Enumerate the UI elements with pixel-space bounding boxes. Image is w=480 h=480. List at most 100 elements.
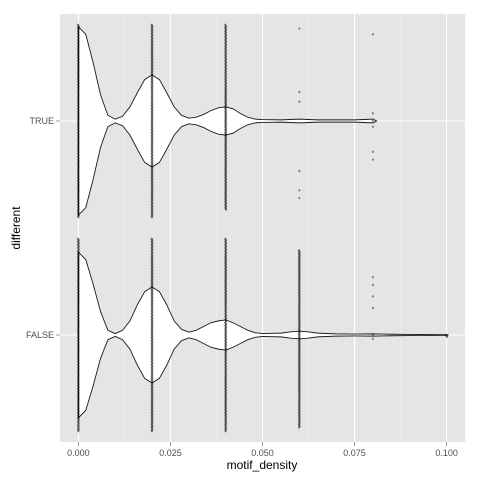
data-point xyxy=(297,369,301,372)
data-point xyxy=(76,330,80,333)
data-point xyxy=(150,295,154,298)
data-point xyxy=(151,43,154,46)
data-point xyxy=(150,170,153,173)
data-point xyxy=(298,341,301,344)
data-point xyxy=(77,352,80,355)
data-point xyxy=(76,161,80,164)
data-point xyxy=(224,303,227,306)
data-point xyxy=(150,297,153,300)
data-point xyxy=(151,380,154,383)
data-point xyxy=(297,291,301,294)
data-point xyxy=(151,362,154,365)
data-point xyxy=(151,269,154,272)
data-point xyxy=(150,349,154,352)
data-point xyxy=(76,417,80,420)
data-point xyxy=(224,381,227,384)
data-point xyxy=(76,255,80,258)
data-point xyxy=(77,298,80,301)
data-point xyxy=(77,82,80,85)
data-point xyxy=(77,87,80,90)
axes: 0.000 0.025 0.050 0.075 0.100 TRUE FALSE xyxy=(26,116,458,458)
data-point xyxy=(224,142,228,145)
data-point xyxy=(77,183,80,186)
data-point xyxy=(224,201,227,204)
data-point xyxy=(298,326,301,329)
data-point xyxy=(224,108,227,111)
data-point xyxy=(298,287,301,290)
data-point xyxy=(76,243,80,246)
data-point xyxy=(77,145,80,148)
data-point xyxy=(151,82,154,85)
data-point xyxy=(77,337,80,340)
data-point xyxy=(150,66,154,69)
data-point xyxy=(224,140,227,143)
data-point xyxy=(224,285,227,288)
data-point xyxy=(76,357,80,360)
data-point xyxy=(298,406,301,409)
data-point xyxy=(224,425,228,428)
data-point xyxy=(150,421,154,424)
data-point xyxy=(150,216,154,219)
data-point xyxy=(77,201,80,204)
data-point xyxy=(150,114,154,117)
data-point xyxy=(224,388,227,391)
data-point xyxy=(77,253,80,256)
data-point xyxy=(151,302,154,305)
data-point xyxy=(76,390,80,393)
data-point xyxy=(150,364,154,367)
data-point xyxy=(150,420,153,423)
data-point xyxy=(150,101,153,104)
data-point xyxy=(77,386,80,389)
data-point xyxy=(298,382,301,385)
data-point xyxy=(150,212,153,215)
data-point xyxy=(224,147,227,150)
data-point xyxy=(224,196,228,199)
data-point xyxy=(297,375,301,378)
data-point xyxy=(77,266,80,269)
data-point xyxy=(224,363,227,366)
data-point xyxy=(77,347,80,350)
data-point xyxy=(151,350,154,353)
data-point xyxy=(77,359,80,362)
data-point xyxy=(151,332,154,335)
data-point xyxy=(298,353,301,356)
data-point xyxy=(151,284,154,287)
data-point xyxy=(77,418,80,421)
data-point xyxy=(150,89,153,92)
data-point xyxy=(224,63,227,66)
data-point xyxy=(150,280,154,283)
data-point xyxy=(224,204,227,207)
data-point xyxy=(224,346,227,349)
data-point xyxy=(224,297,227,300)
data-point xyxy=(224,263,228,266)
data-point xyxy=(150,256,154,259)
data-point xyxy=(224,134,227,137)
data-point xyxy=(77,195,80,198)
data-point xyxy=(224,282,227,285)
data-point xyxy=(150,250,154,253)
data-point xyxy=(76,312,80,315)
data-point xyxy=(76,143,80,146)
data-point xyxy=(298,290,301,293)
data-point xyxy=(445,335,449,339)
data-point xyxy=(150,417,153,420)
data-point xyxy=(298,409,301,412)
data-point xyxy=(224,77,227,80)
data-point xyxy=(150,342,153,345)
data-point xyxy=(224,197,227,200)
data-point xyxy=(76,267,80,270)
data-point xyxy=(150,244,154,247)
data-point xyxy=(298,394,301,397)
data-point xyxy=(224,199,228,202)
data-point xyxy=(224,354,227,357)
data-point xyxy=(150,310,154,313)
data-point xyxy=(224,91,228,94)
data-point xyxy=(297,366,301,369)
data-point xyxy=(224,54,227,57)
data-point xyxy=(150,357,153,360)
data-point xyxy=(151,193,154,196)
data-point xyxy=(297,249,301,252)
data-point xyxy=(151,242,154,245)
data-point xyxy=(224,29,227,32)
data-point xyxy=(151,199,154,202)
